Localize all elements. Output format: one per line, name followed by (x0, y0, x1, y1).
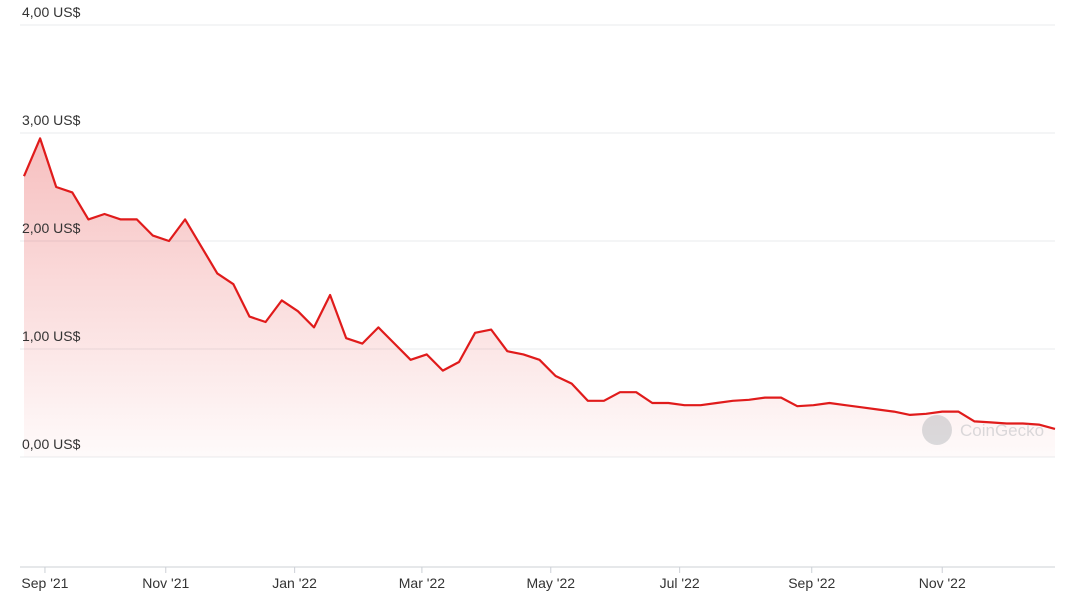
watermark-logo (922, 415, 952, 445)
price-area (24, 138, 1055, 457)
price-line (22, 137, 1056, 430)
x-tick-label: Nov '22 (919, 575, 966, 591)
y-tick-label: 2,00 US$ (22, 220, 81, 236)
y-tick-label: 4,00 US$ (22, 4, 81, 20)
x-tick-label: Jul '22 (660, 575, 700, 591)
x-tick-label: May '22 (526, 575, 575, 591)
plot (22, 137, 1056, 457)
y-tick-label: 0,00 US$ (22, 436, 81, 452)
x-tick-label: Mar '22 (399, 575, 445, 591)
y-tick-label: 3,00 US$ (22, 112, 81, 128)
x-tick-label: Jan '22 (272, 575, 317, 591)
x-tick-label: Nov '21 (142, 575, 189, 591)
axes: 0,00 US$ 1,00 US$ 2,00 US$ 3,00 US$ 4,00 US$… (21, 4, 966, 591)
watermark-text: CoinGecko (960, 421, 1044, 440)
y-tick-label: 1,00 US$ (22, 328, 81, 344)
x-tick-label: Sep '22 (788, 575, 835, 591)
x-tick-label: Sep '21 (21, 575, 68, 591)
watermark: CoinGecko (922, 415, 1044, 445)
